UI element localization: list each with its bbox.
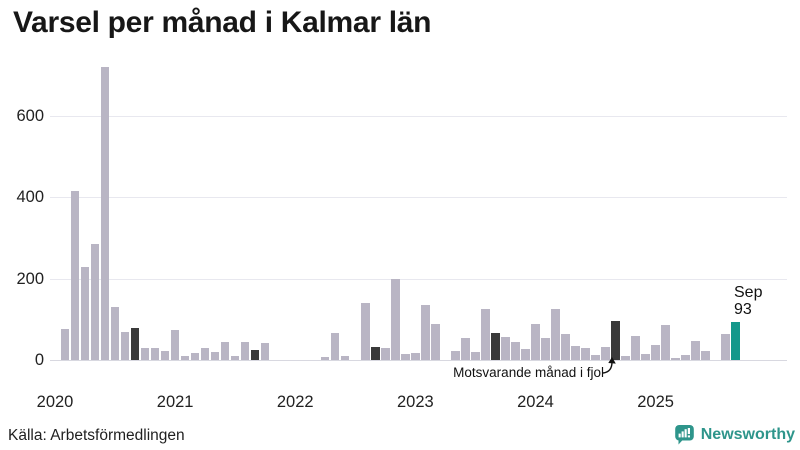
x-tick-label-2021: 2021 [156, 393, 194, 411]
y-tick-label-200: 200 [16, 269, 44, 288]
bar-2023-02 [421, 305, 430, 360]
bar-2021-02 [180, 355, 190, 360]
bar-2025-08 [721, 333, 730, 360]
bar-2023-10 [501, 336, 510, 360]
bar-2022-06 [341, 356, 350, 360]
bar-2020-11 [150, 347, 160, 360]
bar-2024-01 [531, 324, 540, 360]
bar-2023-08 [481, 309, 490, 360]
bar-2025-03 [671, 357, 680, 360]
bar-2020-04 [80, 267, 90, 360]
bar-2024-06 [581, 347, 590, 360]
bar-2025-05 [691, 340, 700, 360]
bar-2020-09 [130, 327, 140, 360]
y-tick-label-600: 600 [16, 106, 44, 125]
x-tick-label-2025: 2025 [637, 393, 674, 411]
bar-2022-05 [331, 333, 340, 360]
bar-2024-11 [631, 335, 640, 360]
bar-2023-01 [411, 353, 420, 360]
same-month-last-year-annotation: Motsvarande månad i fjol [404, 365, 604, 380]
bar-2020-05 [90, 244, 100, 360]
gridline-600 [50, 115, 787, 117]
gridline-0 [50, 360, 787, 361]
newsworthy-logo: Newsworthy [674, 424, 795, 445]
bar-2022-12 [401, 354, 410, 360]
bar-2020-12 [160, 351, 170, 360]
bar-2020-07 [110, 307, 120, 360]
bar-2022-04 [321, 356, 330, 360]
annotation-text: Motsvarande månad i fjol [453, 365, 604, 380]
bar-2023-07 [471, 352, 480, 360]
bar-2024-09 [611, 321, 620, 360]
current-month-value: 93 [734, 301, 752, 318]
bar-2021-10 [261, 343, 270, 360]
bar-2021-08 [240, 342, 250, 360]
gridline-200 [50, 278, 787, 280]
x-tick-label-2022: 2022 [276, 393, 314, 411]
bar-2023-06 [461, 337, 470, 360]
bar-2023-05 [451, 351, 460, 360]
bar-2025-06 [701, 350, 710, 360]
bar-2021-06 [220, 342, 230, 360]
y-tick-label-0: 0 [34, 351, 44, 369]
x-tick-label-2024: 2024 [517, 393, 554, 411]
x-tick-label-2023: 2023 [397, 393, 434, 411]
bar-2024-05 [571, 345, 580, 360]
bar-2025-01 [651, 344, 660, 360]
bar-2024-02 [541, 337, 550, 360]
bar-2020-03 [70, 190, 80, 360]
bar-2025-09 [731, 322, 740, 360]
bar-2022-09 [371, 346, 380, 360]
bar-2022-11 [391, 278, 400, 360]
bar-2021-01 [170, 330, 180, 360]
bar-2020-02 [60, 329, 70, 360]
bar-2025-04 [681, 355, 690, 360]
bar-2021-07 [230, 355, 240, 360]
bar-2022-08 [361, 302, 370, 360]
gridline-400 [50, 197, 787, 199]
annotation-arrow-icon [602, 357, 616, 374]
bar-2021-05 [210, 352, 220, 360]
bar-2024-03 [551, 309, 560, 360]
bar-2023-11 [511, 342, 520, 360]
bar-2024-10 [621, 355, 630, 360]
bar-2024-08 [601, 346, 610, 360]
bar-2020-10 [140, 347, 150, 360]
source-label: Källa: Arbetsförmedlingen [8, 427, 185, 444]
bar-2022-10 [381, 348, 390, 360]
bar-2021-09 [251, 349, 260, 360]
bar-2021-03 [190, 353, 200, 360]
bar-2025-02 [661, 325, 670, 360]
current-month-value-label: Sep 93 [734, 284, 762, 318]
bar-2021-04 [200, 348, 210, 360]
bar-2024-12 [641, 354, 650, 360]
bar-2024-07 [591, 355, 600, 360]
newsworthy-wordmark: Newsworthy [700, 425, 795, 443]
newsworthy-bubble-chart-icon [674, 425, 694, 445]
y-tick-label-400: 400 [16, 188, 44, 207]
bar-2024-04 [561, 334, 570, 360]
bar-2023-03 [431, 324, 440, 360]
chart-title: Varsel per månad i Kalmar län [13, 6, 432, 39]
bar-2023-12 [521, 349, 530, 360]
x-tick-label-2020: 2020 [36, 393, 74, 411]
bar-2020-06 [100, 66, 110, 360]
bar-2023-09 [491, 332, 500, 360]
bar-2020-08 [120, 331, 130, 360]
current-month-name: Sep [734, 284, 763, 301]
